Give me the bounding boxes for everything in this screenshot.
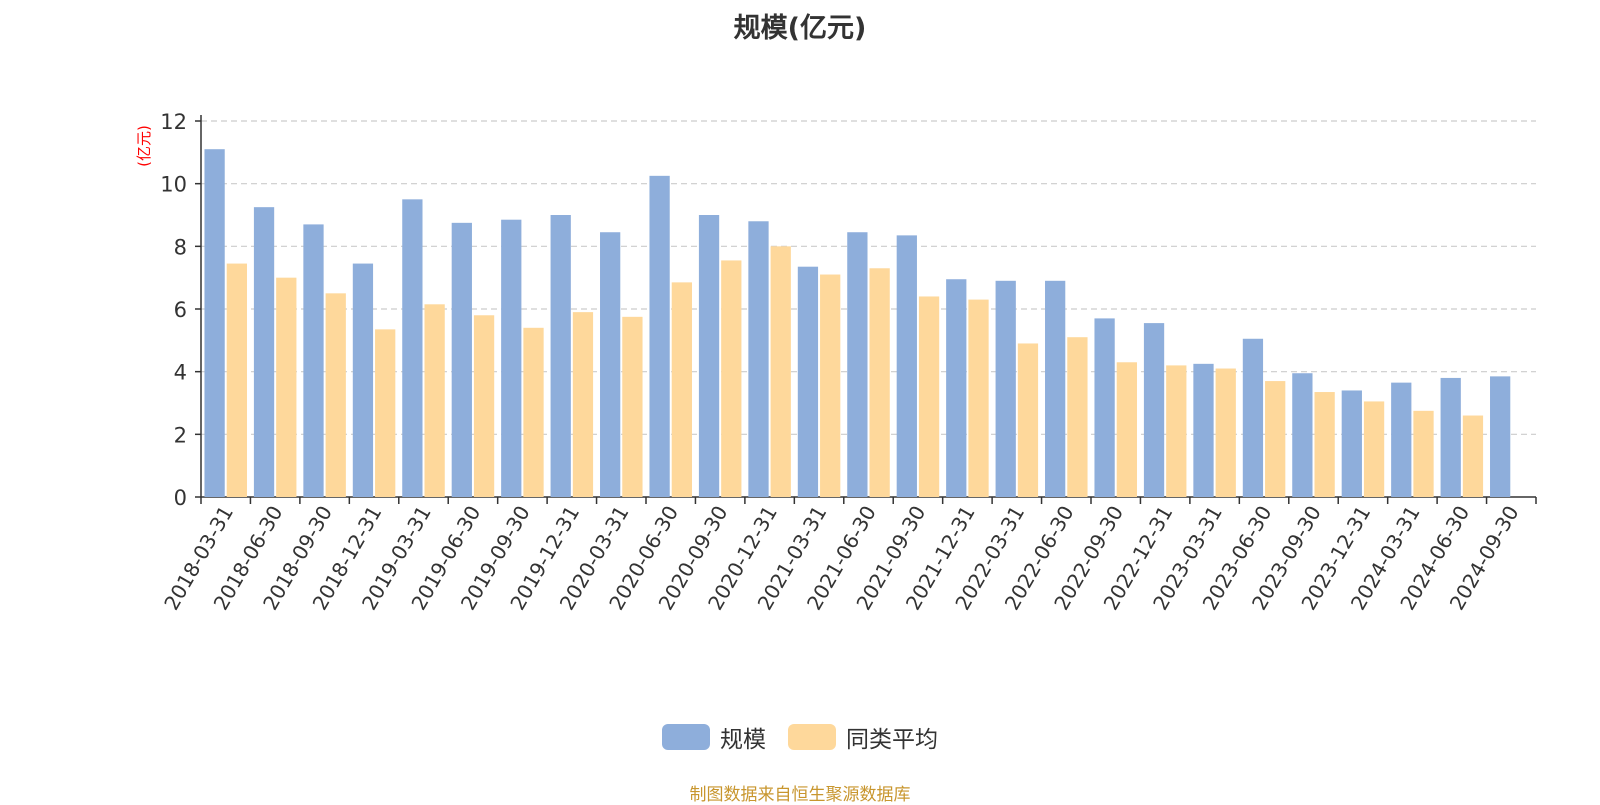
legend-item-scale[interactable]: 规模 [662, 720, 766, 754]
bar-scale [1045, 280, 1066, 497]
bar-peer-average [770, 246, 791, 497]
bar-peer-average [622, 316, 643, 497]
bar-scale [1242, 338, 1264, 497]
y-tick-label: 0 [174, 486, 187, 510]
bar-peer-average [721, 260, 742, 497]
bar-peer-average [1017, 343, 1039, 497]
bar-peer-average [1166, 365, 1187, 497]
bar-scale [1490, 376, 1511, 497]
bar-scale [303, 224, 324, 497]
bar-scale [698, 215, 720, 497]
bar-scale [946, 279, 967, 497]
data-source-note: 制图数据来自恒生聚源数据库 [689, 785, 911, 805]
y-tick-label: 10 [160, 173, 187, 197]
bar-scale [550, 215, 571, 497]
bar-peer-average [473, 315, 495, 497]
legend: 规模 同类平均 [0, 720, 1600, 754]
bar-scale [204, 149, 225, 497]
bar-peer-average [1413, 410, 1434, 497]
bar-scale [253, 207, 275, 497]
bar-scale [748, 221, 769, 497]
y-axis-label: (亿元) [135, 125, 153, 167]
bar-chart: 024681012(亿元)2018-03-312018-06-302018-09… [135, 110, 1537, 614]
bar-scale [896, 235, 917, 497]
bar-peer-average [1462, 415, 1484, 497]
bar-scale [1094, 318, 1115, 497]
bar-peer-average [1215, 368, 1236, 497]
bar-peer-average [1116, 362, 1137, 497]
legend-label-scale: 规模 [720, 727, 766, 753]
y-tick-label: 8 [174, 235, 187, 259]
bar-peer-average [1067, 337, 1088, 497]
bar-peer-average [276, 277, 297, 497]
bar-peer-average [375, 329, 396, 497]
bar-scale [451, 222, 472, 498]
bar-scale [1143, 323, 1165, 497]
bar-peer-average [820, 274, 841, 497]
bar-scale [501, 219, 522, 497]
bar-scale [847, 232, 868, 497]
bar-peer-average [572, 312, 594, 497]
y-tick-label: 12 [160, 110, 187, 134]
y-tick-label: 2 [174, 423, 187, 447]
bar-scale [1391, 382, 1412, 497]
legend-swatch-scale [662, 724, 710, 750]
bar-scale [1440, 377, 1461, 497]
bar-scale [600, 232, 621, 497]
legend-item-peer-average[interactable]: 同类平均 [788, 720, 938, 754]
bar-peer-average [226, 263, 247, 497]
bar-scale [1193, 363, 1214, 497]
bar-scale [1341, 390, 1362, 497]
bar-scale [995, 280, 1016, 497]
bar-peer-average [671, 282, 692, 497]
bar-scale [1292, 373, 1313, 497]
bar-peer-average [869, 268, 890, 497]
bar-peer-average [424, 304, 445, 497]
legend-swatch-peer-average [788, 724, 836, 750]
bar-scale [797, 266, 819, 497]
legend-label-peer-average: 同类平均 [846, 727, 938, 753]
bar-peer-average [1314, 392, 1335, 497]
bar-scale [352, 263, 374, 497]
bar-peer-average [1265, 381, 1286, 497]
bar-peer-average [968, 299, 989, 497]
bar-scale [402, 199, 423, 498]
bar-peer-average [325, 293, 346, 497]
y-tick-label: 4 [174, 361, 187, 385]
bar-peer-average [1363, 401, 1385, 497]
bar-peer-average [523, 327, 544, 497]
bar-peer-average [918, 296, 940, 497]
chart-title: 规模(亿元) [733, 13, 867, 44]
y-tick-label: 6 [174, 298, 187, 322]
bar-scale [649, 175, 670, 498]
